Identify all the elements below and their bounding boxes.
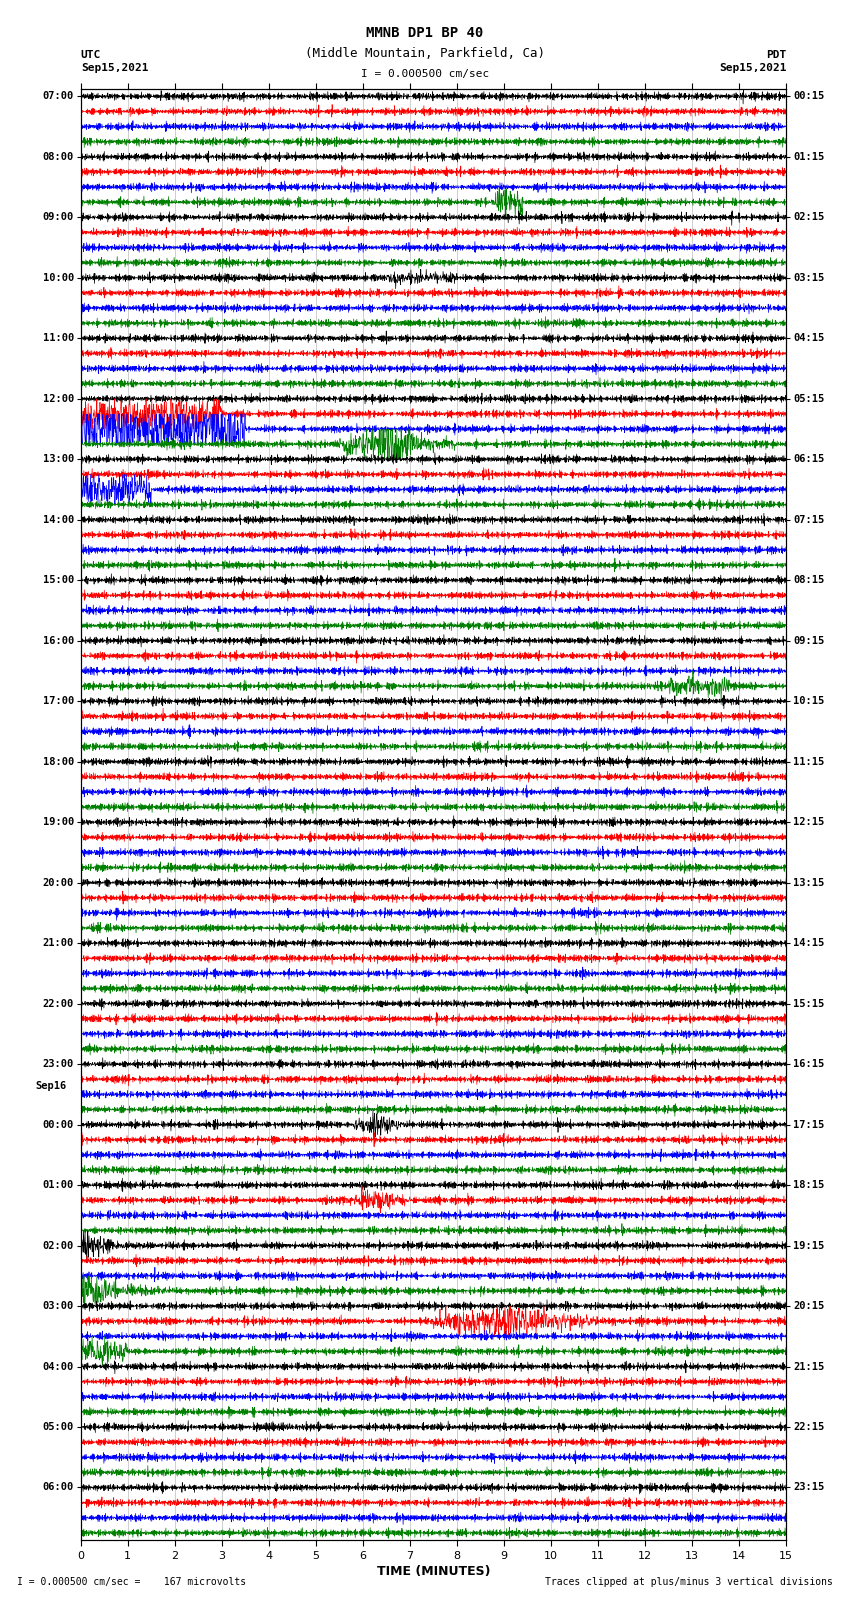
Text: Traces clipped at plus/minus 3 vertical divisions: Traces clipped at plus/minus 3 vertical … — [545, 1578, 833, 1587]
Text: I = 0.000500 cm/sec: I = 0.000500 cm/sec — [361, 69, 489, 79]
Text: PDT: PDT — [766, 50, 786, 60]
X-axis label: TIME (MINUTES): TIME (MINUTES) — [377, 1565, 490, 1578]
Text: UTC: UTC — [81, 50, 101, 60]
Text: (Middle Mountain, Parkfield, Ca): (Middle Mountain, Parkfield, Ca) — [305, 47, 545, 60]
Text: Sep16: Sep16 — [35, 1081, 66, 1092]
Text: Sep15,2021: Sep15,2021 — [719, 63, 786, 73]
Text: MMNB DP1 BP 40: MMNB DP1 BP 40 — [366, 26, 484, 40]
Text: Sep15,2021: Sep15,2021 — [81, 63, 148, 73]
Text: I = 0.000500 cm/sec =    167 microvolts: I = 0.000500 cm/sec = 167 microvolts — [17, 1578, 246, 1587]
